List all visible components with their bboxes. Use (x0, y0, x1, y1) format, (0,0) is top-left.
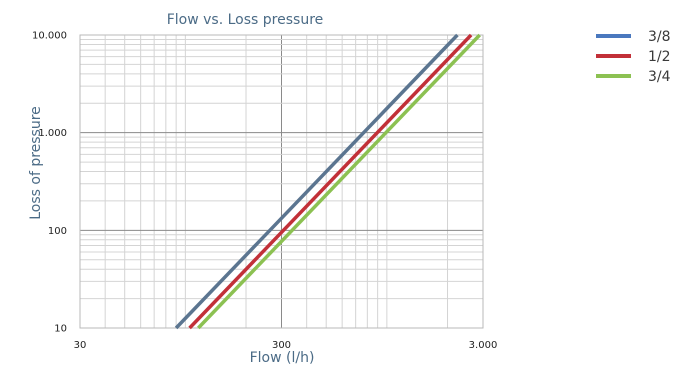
x-tick-label: 300 (272, 340, 291, 351)
legend: 3/8 1/2 3/4 (596, 29, 671, 85)
y-tick-label: 10.000 (32, 31, 67, 42)
grid (80, 35, 483, 328)
x-tick-label: 30 (74, 340, 87, 351)
y-tick-label: 10 (54, 324, 67, 335)
chart-title: Flow vs. Loss pressure (167, 12, 324, 28)
y-tick-labels: 10 100 1.000 10.000 (32, 31, 67, 335)
y-tick-label: 100 (48, 226, 67, 237)
y-axis-label: Loss of pressure (28, 106, 44, 220)
legend-label: 3/8 (648, 29, 671, 45)
legend-label: 1/2 (648, 49, 671, 65)
x-tick-labels: 30 300 3.000 (74, 340, 498, 351)
plot-frame (79, 34, 484, 329)
series-line-3-8 (174, 33, 459, 330)
series-line-3-4 (197, 33, 481, 330)
legend-label: 3/4 (648, 69, 671, 85)
x-tick-label: 3.000 (469, 340, 498, 351)
series-lines (174, 33, 481, 330)
x-axis-label: Flow (l/h) (250, 350, 315, 366)
series-line-1-2 (188, 33, 473, 330)
y-tick-label: 1.000 (38, 128, 67, 139)
